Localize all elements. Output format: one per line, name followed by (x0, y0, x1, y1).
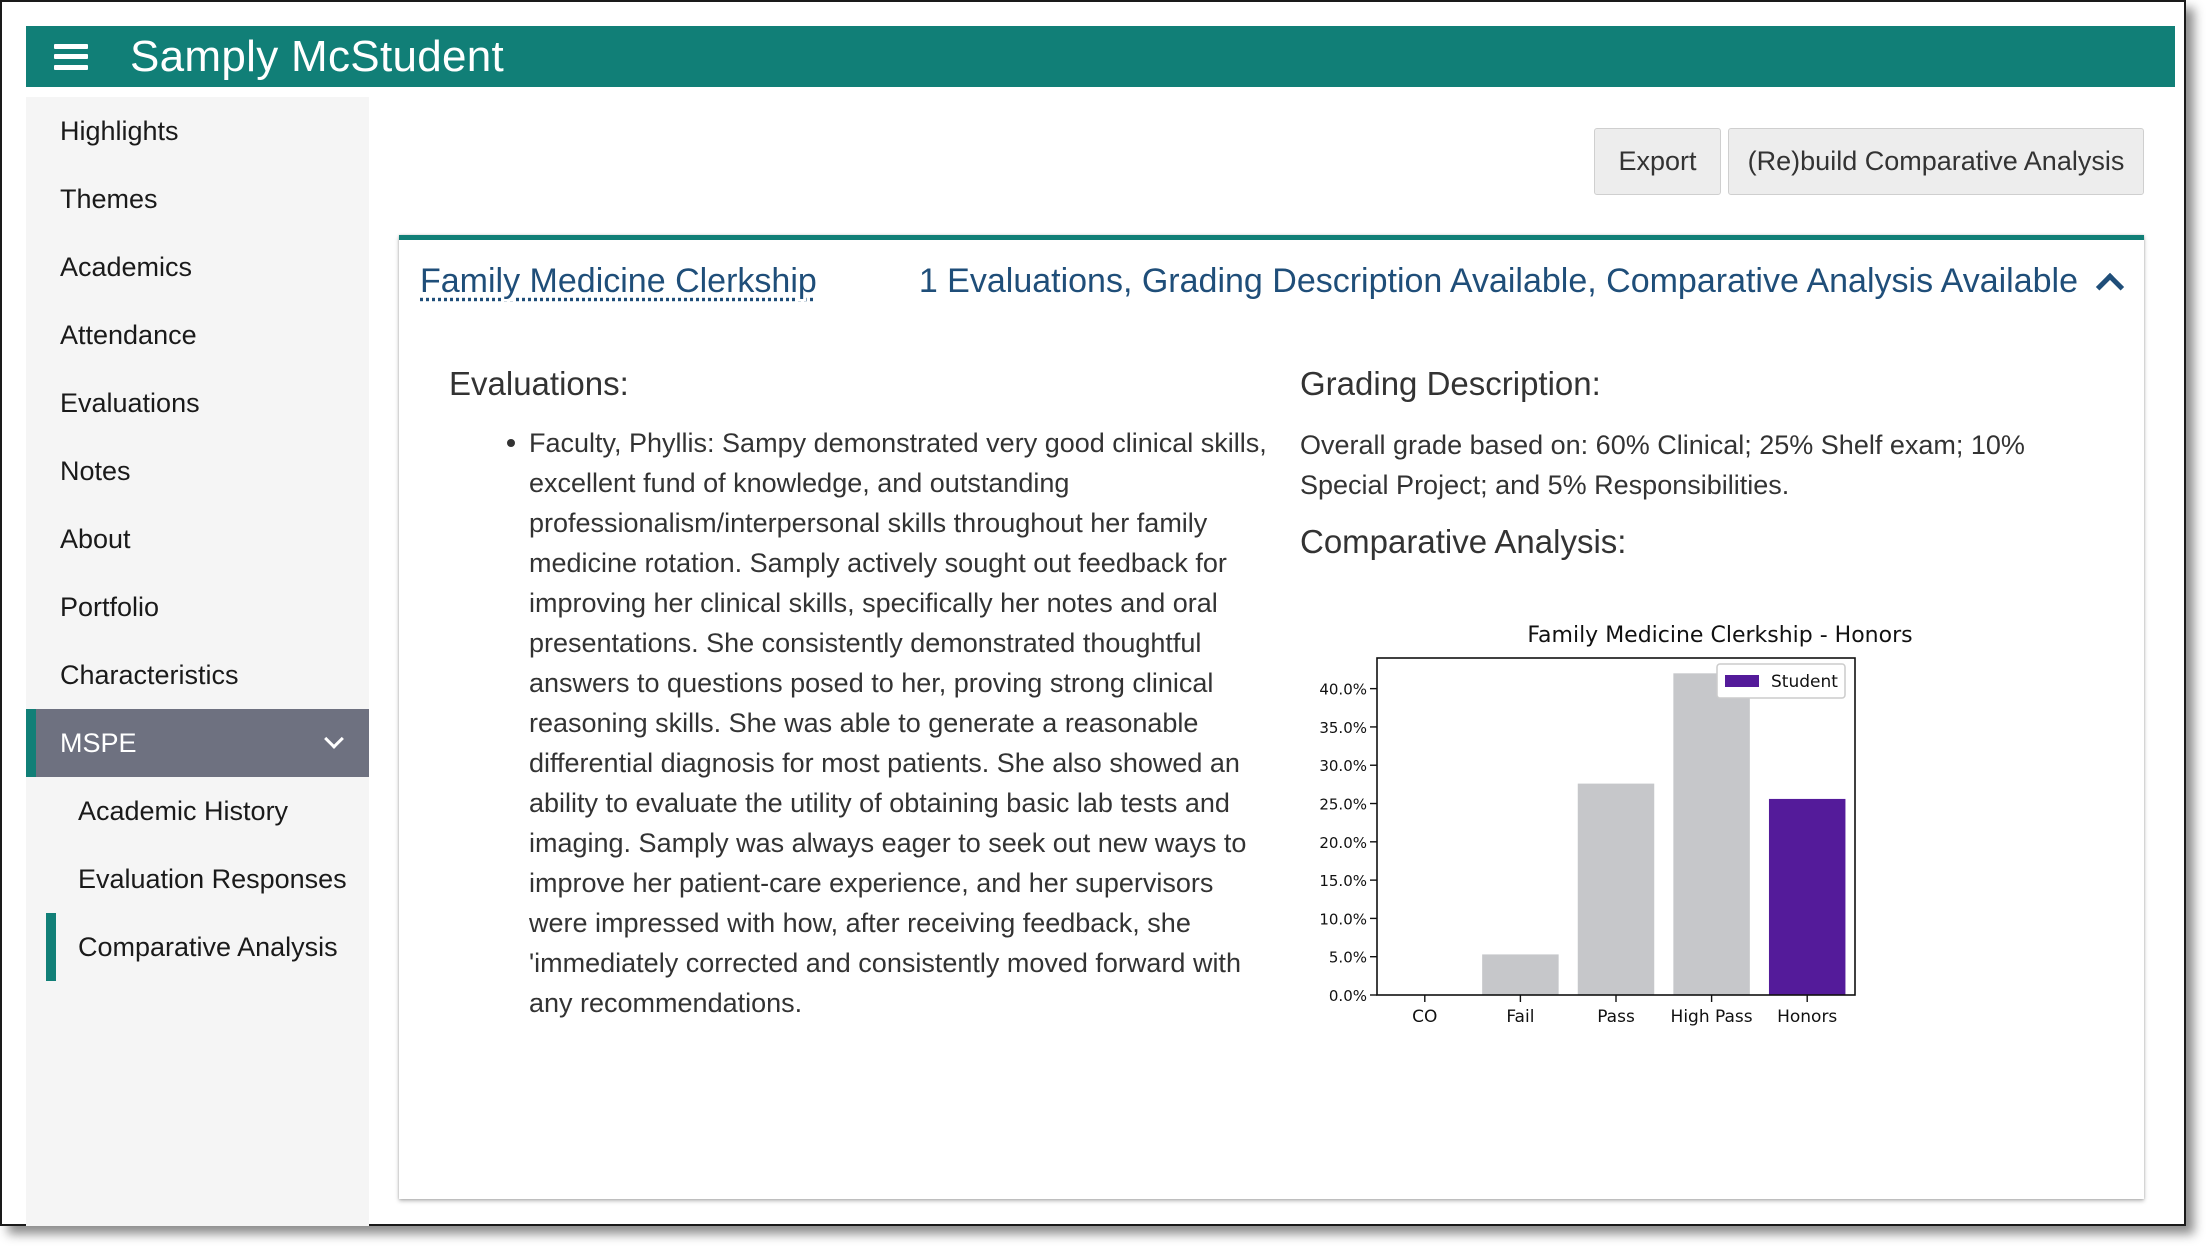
chevron-up-icon[interactable] (2095, 272, 2125, 301)
bar-honors (1768, 798, 1846, 995)
card-header[interactable]: Family Medicine Clerkship 1 Evaluations,… (399, 240, 2144, 316)
x-tick-label: CO (1412, 1007, 1437, 1027)
y-axis-ticks: 0.0% 5.0% 10.0% 15.0% 20.0% 25.0% 30.0% 35.0% 40… (1319, 681, 1377, 1005)
plot-frame (1376, 657, 1856, 996)
sidebar-item-comparative-analysis[interactable]: Comparative Analysis (26, 913, 369, 981)
grading-section: Grading Description: Overall grade based… (1300, 365, 2120, 561)
x-axis-ticks: CO Fail Pass High Pass Honors (1412, 995, 1837, 1027)
y-tick-label: 10.0% (1319, 910, 1367, 928)
sidebar-item-characteristics[interactable]: Characteristics (60, 659, 239, 690)
evaluations-heading: Evaluations: (449, 365, 629, 402)
y-tick-label: 40.0% (1319, 681, 1367, 699)
sidebar-item-portfolio[interactable]: Portfolio (60, 591, 160, 622)
x-tick-label: Fail (1506, 1007, 1534, 1027)
y-tick-label: 20.0% (1319, 834, 1367, 852)
bar-fail (1482, 954, 1559, 995)
chart-title: Family Medicine Clerkship - Honors (1527, 623, 1912, 648)
sidebar-item-notes[interactable]: Notes (60, 455, 131, 486)
chart-svg: Family Medicine Clerkship - Honors 0.0% 5… (1319, 623, 1912, 1027)
course-title-link[interactable]: Family Medicine Clerkship (420, 262, 817, 300)
card-summary[interactable]: 1 Evaluations, Grading Description Avail… (918, 262, 2125, 301)
card-summary-text: 1 Evaluations, Grading Description Avail… (918, 262, 2078, 300)
sidebar-item-evaluations[interactable]: Evaluations (60, 387, 200, 418)
chevron-down-icon (324, 729, 344, 749)
comparative-analysis-heading: Comparative Analysis: (1300, 523, 1627, 560)
app-header: Samply McStudent (26, 26, 2175, 87)
y-tick-label: 0.0% (1329, 987, 1367, 1005)
grading-description: Overall grade based on: 60% Clinical; 25… (1300, 430, 2025, 500)
legend-label: Student (1771, 672, 1838, 692)
sidebar-nav: Highlights Themes Academics Attendance E… (26, 97, 369, 1226)
student-name-title: Samply McStudent (130, 31, 505, 81)
sidebar-item-academics[interactable]: Academics (60, 251, 193, 282)
sidebar-item-highlights[interactable]: Highlights (60, 115, 179, 146)
evaluations-list: Faculty, Phyllis: Sampy demonstrated ver… (449, 423, 1269, 1023)
comparative-analysis-chart: Family Medicine Clerkship - Honors 0.0% 5… (1300, 600, 2140, 1190)
y-tick-label: 25.0% (1319, 796, 1367, 814)
sidebar-item-evaluation-responses[interactable]: Evaluation Responses (78, 863, 347, 894)
sidebar-item-themes[interactable]: Themes (60, 183, 158, 214)
export-button[interactable]: Export (1594, 128, 1721, 195)
bars (1482, 673, 1846, 995)
sidebar-item-about[interactable]: About (60, 523, 131, 554)
legend-box (1716, 663, 1846, 699)
app-window: Samply McStudent Highlights Themes Acade… (0, 0, 2186, 1226)
bar-pass (1577, 783, 1655, 995)
sidebar-group-label: MSPE (60, 727, 137, 758)
course-card: Family Medicine Clerkship 1 Evaluations,… (399, 235, 2144, 1199)
y-tick-label: 5.0% (1329, 949, 1367, 967)
chart-legend: Student (1716, 663, 1846, 699)
sidebar-item-academic-history[interactable]: Academic History (78, 795, 289, 826)
x-tick-label: Honors (1777, 1007, 1837, 1027)
rebuild-comparative-analysis-button[interactable]: (Re)build Comparative Analysis (1728, 128, 2144, 195)
y-tick-label: 35.0% (1319, 719, 1367, 737)
x-tick-label: Pass (1597, 1007, 1635, 1027)
grading-heading: Grading Description: (1300, 365, 1601, 402)
hamburger-menu-icon[interactable] (54, 43, 88, 70)
x-tick-label: High Pass (1671, 1007, 1753, 1027)
y-tick-label: 30.0% (1319, 757, 1367, 775)
bar-high-pass (1673, 673, 1750, 995)
evaluation-item: Faculty, Phyllis: Sampy demonstrated ver… (507, 423, 1269, 1023)
sidebar-item-attendance[interactable]: Attendance (60, 319, 197, 350)
legend-swatch (1725, 675, 1759, 687)
y-tick-label: 15.0% (1319, 872, 1367, 890)
sidebar-group-mspe[interactable]: MSPE (26, 709, 369, 777)
evaluations-section: Evaluations: Faculty, Phyllis: Sampy dem… (449, 365, 1269, 1023)
